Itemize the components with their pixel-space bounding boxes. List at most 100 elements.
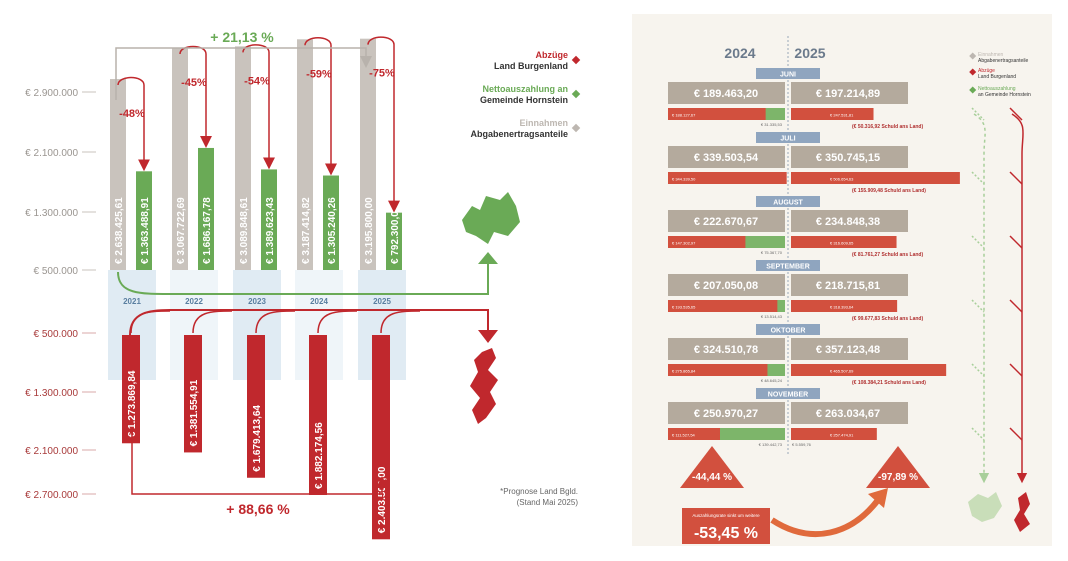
bar-label-einnahmen: € 3.089.848,61 [239,197,250,264]
pct-label: -45% [181,77,207,89]
legend-marker [969,86,977,94]
side-flow-red [1009,363,1023,377]
summary-arrow-head [868,488,888,508]
bar-einnahmen [360,38,376,270]
red-arrow-head [478,330,498,343]
year-right-label: 2025 [794,45,825,61]
month-label: JULI [780,136,795,143]
income-box-2024 [668,210,785,232]
income-box-2025 [791,274,908,296]
left-chart-panel: € 2.900.000 € 2.100.000 € 1.300.000 € 500.0… [25,29,581,540]
income-2024: € 339.503,54 [694,152,759,164]
deduction-arrow [179,45,212,148]
y-tick-label-top: € 2.100.000 [25,148,78,159]
deduction-bar-2025 [791,236,897,248]
side-flow-red [1009,107,1023,121]
deduction-arrow [242,44,275,170]
y-tick-label-bottom: € 1.300.000 [25,388,78,399]
bar-label-abzuege: € 1.882.174,56 [314,422,325,489]
deduction-arrow [117,76,150,172]
green-vertical-arrow [973,113,990,484]
top-bracket [115,47,372,100]
side-flow-green [971,107,985,121]
pct-label: -59% [306,68,332,80]
triangle-left [680,446,744,488]
y-tick-label-bottom: € 2.700.000 [25,490,78,501]
bar-label-abzuege: € 1.381.554,91 [189,379,200,446]
summary-value: -53,45 % [694,525,758,542]
debt-note: (€ 108.384,21 Schuld ans Land) [852,380,926,386]
legend-label-line2: an Gemeinde Hornstein [978,92,1031,98]
month-header [756,132,820,143]
bar-abzuege [247,335,265,478]
green-map-icon [462,192,520,244]
deduction-2025-label: € 506.654,63 [830,177,854,182]
deduction-2024-label: € 275.865,84 [672,369,696,374]
bar-einnahmen [110,79,126,270]
side-flow-green [971,363,985,377]
month-label: AUGUST [773,200,803,207]
bar-label-netto: € 792.300,00 [390,205,401,264]
summary-arrow [770,498,881,537]
deduction-arrow [367,36,400,213]
flow-curve-red [255,310,296,334]
month-header [756,196,820,207]
bar-netto [136,171,152,270]
bar-netto [323,175,339,270]
deduction-2025-label: € 316.609,65 [830,241,854,246]
side-flow-green [971,299,985,313]
yearly-tax-chart: € 2.900.000 € 2.100.000 € 1.300.000 € 500.0… [25,29,581,540]
bar-netto [386,212,402,270]
month-label: SEPTEMBER [766,264,810,271]
netto-2024-label: € 13.514,43 [761,314,783,319]
side-flow-red [1009,171,1023,185]
legend-label-line2: Land Burgenland [978,74,1016,80]
income-2025: € 263.034,67 [816,408,880,420]
side-flow-red [1009,427,1023,441]
footnote-line1: *Prognose Land Bgld. [500,487,578,496]
deduction-arrow [304,37,337,176]
income-box-2025 [791,82,908,104]
legend-label-line1: Einnahmen [519,118,568,128]
side-flow-red [1009,235,1023,249]
triangle-left-value: -44,44 % [692,472,732,483]
bar-label-einnahmen: € 3.187.414,82 [301,197,312,264]
income-box-2024 [668,338,785,360]
y-tick-label-bottom: € 500.000 [34,329,79,340]
y-tick-label-top: € 2.900.000 [25,88,78,99]
bar-label-einnahmen: € 3.067.722,69 [176,197,187,264]
income-2024: € 222.670,67 [694,216,758,228]
income-2025: € 234.848,38 [816,216,880,228]
deduction-bar-2024 [668,300,778,312]
deduction-2025-label: € 247.531,81 [830,113,854,118]
month-header [756,68,820,79]
deduction-bar-2025 [791,300,898,312]
triangle-right-value: -97,89 % [878,472,918,483]
deduction-bar-2024 [668,364,768,376]
side-flow-green [971,235,985,249]
debt-note: (€ 50.316,92 Schuld ans Land) [852,124,923,130]
income-box-2024 [668,146,785,168]
deduction-2024-label: € 344.339,50 [672,177,696,182]
side-flow-green [971,171,985,185]
month-label: NOVEMBER [768,392,808,399]
summary-caption: Auszahlungsrate sinkt um weitere [692,513,760,518]
income-2025: € 197.214,89 [816,88,880,100]
summary-box [682,508,770,544]
legend-marker [969,52,977,60]
income-box-2024 [668,274,785,296]
bar-label-netto: € 1.305.240,26 [327,197,338,264]
deduction-bar-2025 [791,428,877,440]
bar-einnahmen [297,39,313,271]
legend-label-line2: Gemeinde Hornstein [480,95,568,105]
year-left-label: 2024 [724,45,755,61]
month-label: OKTOBER [771,328,806,335]
bar-einnahmen [172,47,188,271]
income-box-2025 [791,146,908,168]
bottom-bracket [131,430,388,495]
debt-note: (€ 155.909,48 Schuld ans Land) [852,188,926,194]
deduction-bar-2025 [791,364,947,376]
year-label: 2024 [310,297,328,306]
green-arrow-head [478,252,498,264]
bar-label-netto: € 1.363.488,91 [140,197,151,264]
